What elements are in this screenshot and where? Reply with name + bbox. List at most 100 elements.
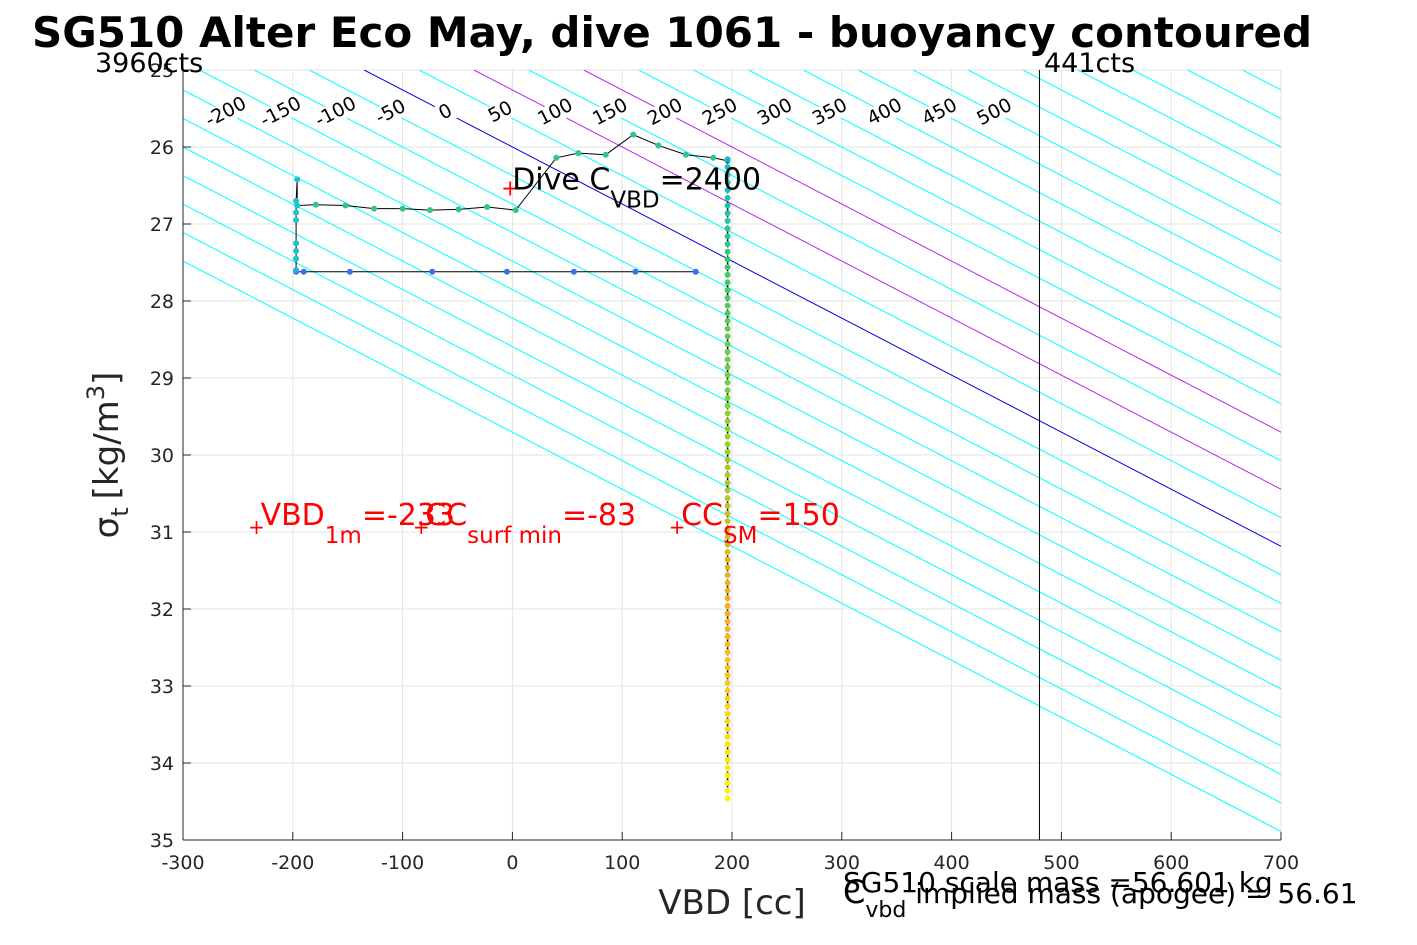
footer-scale-mass: SG510 scale mass =56.601 kg	[843, 866, 1273, 899]
chart-title: SG510 Alter Eco May, dive 1061 - buoyanc…	[32, 8, 1312, 57]
vertical-trace-point	[724, 679, 731, 686]
y-axis-unit-close: ]	[87, 372, 127, 385]
contour-label-bg	[809, 95, 851, 130]
dive-trace-point	[570, 268, 577, 275]
x-tick-label: 200	[714, 852, 750, 874]
climb-trace-point	[399, 205, 406, 212]
vertical-trace-point	[724, 687, 731, 694]
marker-label-value: =150	[757, 498, 839, 533]
contour-line	[1352, 70, 1417, 840]
x-tick-label: 700	[1263, 852, 1299, 874]
vertical-trace-point	[724, 241, 731, 248]
y-axis-unit-sup: 3	[82, 385, 110, 400]
marker-cross: +	[413, 515, 430, 539]
x-tick-label: 0	[506, 852, 518, 874]
vertical-trace-point	[724, 318, 731, 325]
contour-line	[183, 89, 1281, 661]
dive-trace-point	[429, 268, 436, 275]
y-axis-symbol-sub: t	[106, 507, 134, 516]
y-axis-unit: [kg/m	[87, 400, 127, 499]
counts-right-label: 441cts	[1044, 48, 1135, 79]
y-tick-label: 27	[150, 214, 174, 236]
contour-line	[803, 70, 1281, 319]
vertical-trace-point	[724, 664, 731, 671]
contour-label-bg	[205, 95, 247, 130]
contour-line	[309, 70, 1281, 576]
vertical-trace-point	[724, 733, 731, 740]
vertical-trace-point	[724, 549, 731, 556]
vertical-trace-point	[724, 764, 731, 771]
vertical-trace-point	[724, 495, 731, 502]
vertical-trace-point	[724, 402, 731, 409]
contour-line	[183, 203, 1281, 775]
contour-label-bg	[644, 95, 686, 130]
climb-trace-point	[512, 207, 519, 214]
vertical-trace-point	[724, 564, 731, 571]
contour-line	[638, 70, 1281, 405]
contour-line	[912, 70, 1281, 262]
vertical-trace-point	[724, 487, 731, 494]
climb-trace-point	[342, 202, 349, 209]
vertical-trace-point	[724, 194, 731, 201]
vertical-trace-point	[724, 271, 731, 278]
vertical-trace-point	[724, 179, 731, 186]
y-tick-label: 25	[150, 60, 174, 82]
marker-label-main: CC	[425, 498, 467, 533]
vertical-trace-point	[724, 364, 731, 371]
contour-label-bg	[919, 95, 961, 130]
contour-label-bg	[589, 95, 631, 130]
y-axis-symbol: σ	[87, 517, 127, 539]
vertical-trace-point	[724, 695, 731, 702]
vertical-trace-point	[724, 448, 731, 455]
vertical-trace-point	[724, 325, 731, 332]
vertical-trace-point	[724, 726, 731, 733]
vertical-trace-point	[724, 456, 731, 463]
dive-trace-point	[632, 268, 639, 275]
climb-trace-point	[293, 217, 300, 224]
climb-trace-point	[293, 197, 300, 204]
marker-label-sub: surf min	[467, 523, 562, 549]
climb-trace-point	[484, 204, 491, 211]
grid	[182, 69, 1282, 841]
climb-trace-point	[294, 176, 301, 183]
footer-c: C	[843, 873, 865, 911]
climb-trace-point	[427, 207, 434, 214]
y-tick-label: 29	[150, 368, 174, 390]
vertical-trace-point	[724, 787, 731, 794]
contour-label-bg	[864, 95, 906, 130]
contour-line	[254, 70, 1281, 604]
y-tick-label: 30	[150, 445, 174, 467]
vertical-trace-point	[724, 333, 731, 340]
contour-line	[183, 117, 1281, 690]
climb-trace-point	[455, 206, 462, 213]
footer-c-sub: vbd	[865, 898, 906, 923]
vertical-trace-point	[724, 618, 731, 625]
contour-label-bg	[260, 95, 302, 130]
vertical-trace-point	[724, 502, 731, 509]
vertical-trace-point	[724, 541, 731, 548]
y-tick-label: 26	[150, 137, 174, 159]
y-tick-label: 33	[150, 676, 174, 698]
vertical-trace-point	[724, 587, 731, 594]
vertical-trace-point	[724, 649, 731, 656]
vertical-trace-point	[724, 703, 731, 710]
vertical-trace-point	[724, 202, 731, 209]
x-tick-label: 100	[604, 852, 640, 874]
contour-line	[583, 70, 1281, 433]
footer-implied-mass: Cvbd implied mass (apogee) = 56.61	[843, 873, 1358, 923]
vertical-trace-point	[724, 379, 731, 386]
vertical-trace-point	[724, 749, 731, 756]
vertical-trace-point	[724, 348, 731, 355]
dive-trace-point	[692, 268, 699, 275]
marker-label: CCsurf min=-83	[425, 498, 636, 549]
marker-cross: +	[669, 515, 686, 539]
y-tick-label: 35	[150, 830, 174, 852]
x-tick-label: 400	[933, 852, 969, 874]
climb-trace-point	[293, 255, 300, 262]
vertical-trace-point	[724, 525, 731, 532]
contour-line	[199, 70, 1281, 633]
buoyancy-markers: +Dive CVBD=2400+VBD1m=-233+CCsurf min=-8…	[248, 162, 840, 549]
contour-line	[1297, 70, 1417, 840]
contour-line	[748, 70, 1281, 348]
